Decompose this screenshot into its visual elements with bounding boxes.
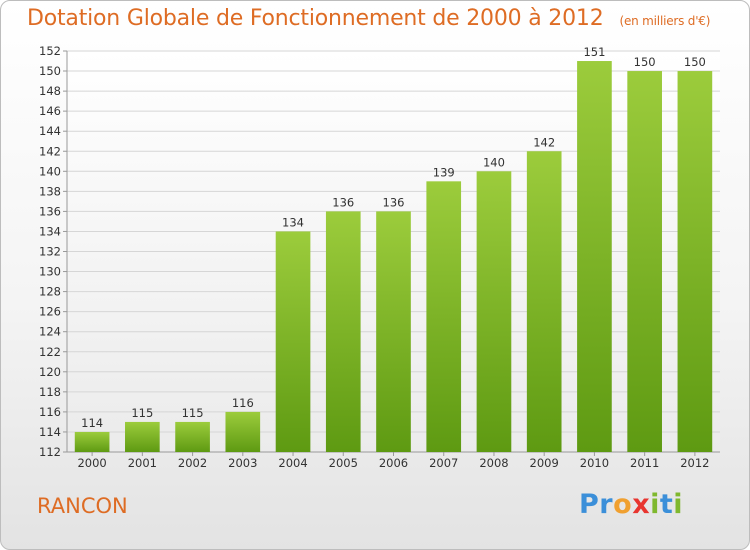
bar xyxy=(577,61,612,453)
logo-letter: i xyxy=(673,489,684,520)
y-tick-label: 140 xyxy=(39,164,61,178)
y-tick-label: 116 xyxy=(39,405,61,419)
bar-value-label: 150 xyxy=(634,55,656,69)
x-tick-label: 2005 xyxy=(329,456,358,470)
bar xyxy=(677,71,713,453)
x-tick-label: 2007 xyxy=(429,456,458,470)
y-tick-label: 136 xyxy=(39,204,61,218)
y-tick-label: 152 xyxy=(39,44,61,58)
logo-letter: t xyxy=(659,489,674,520)
y-tick-label: 146 xyxy=(39,104,61,118)
bar-value-label: 140 xyxy=(483,155,505,169)
bar-value-label: 134 xyxy=(282,215,304,229)
y-tick-label: 150 xyxy=(39,64,61,78)
logo-letter: x xyxy=(632,489,651,520)
x-tick-label: 2001 xyxy=(128,456,157,470)
bar-value-label: 139 xyxy=(433,165,455,179)
y-tick-label: 126 xyxy=(39,305,61,319)
logo-letter: r xyxy=(599,489,614,520)
y-tick-label: 128 xyxy=(39,285,61,299)
logo-letter: P xyxy=(579,489,600,520)
y-tick-label: 120 xyxy=(39,365,61,379)
bar xyxy=(225,411,261,452)
bar-value-label: 151 xyxy=(583,45,605,59)
bar xyxy=(175,421,210,452)
bar xyxy=(125,421,160,452)
y-tick-label: 134 xyxy=(39,224,61,238)
y-tick-label: 132 xyxy=(39,245,61,259)
bar-value-label: 150 xyxy=(684,55,706,69)
bar xyxy=(74,431,110,452)
y-tick-label: 122 xyxy=(39,345,61,359)
bar xyxy=(426,181,462,452)
bar xyxy=(476,171,512,453)
y-tick-label: 144 xyxy=(39,124,61,138)
x-tick-label: 2009 xyxy=(530,456,559,470)
chart-title-text: Dotation Globale de Fonctionnement de 20… xyxy=(27,6,604,31)
chart-title: Dotation Globale de Fonctionnement de 20… xyxy=(27,6,710,31)
y-tick-label: 148 xyxy=(39,84,61,98)
x-tick-label: 2003 xyxy=(228,456,257,470)
bar xyxy=(526,151,562,452)
bar-value-label: 142 xyxy=(533,135,555,149)
bar xyxy=(376,211,411,452)
y-tick-label: 138 xyxy=(39,184,61,198)
y-tick-label: 142 xyxy=(39,144,61,158)
y-tick-label: 114 xyxy=(39,425,61,439)
bar-value-label: 115 xyxy=(131,406,153,420)
bar-value-label: 136 xyxy=(332,195,354,209)
y-tick-label: 118 xyxy=(39,385,61,399)
bar xyxy=(325,211,361,452)
y-tick-label: 112 xyxy=(39,445,61,459)
x-tick-label: 2012 xyxy=(680,456,709,470)
chart-subtitle: (en milliers d'€) xyxy=(619,14,711,28)
x-tick-label: 2004 xyxy=(278,456,307,470)
commune-name: RANCON xyxy=(37,494,128,518)
x-tick-label: 2010 xyxy=(580,456,609,470)
x-tick-label: 2000 xyxy=(77,456,106,470)
bar-value-label: 114 xyxy=(81,416,103,430)
bar xyxy=(627,71,662,453)
bar-value-label: 136 xyxy=(383,195,405,209)
bar-value-label: 115 xyxy=(182,406,204,420)
y-tick-label: 130 xyxy=(39,265,61,279)
y-tick-label: 124 xyxy=(39,325,61,339)
x-tick-label: 2006 xyxy=(379,456,408,470)
bar xyxy=(275,231,311,452)
bar-value-label: 116 xyxy=(232,396,254,410)
logo-letter: i xyxy=(650,489,660,520)
x-tick-label: 2011 xyxy=(630,456,659,470)
logo-letter: o xyxy=(613,489,633,520)
proxiti-logo: Proxiti xyxy=(579,489,683,520)
x-tick-label: 2002 xyxy=(178,456,207,470)
x-tick-label: 2008 xyxy=(479,456,508,470)
